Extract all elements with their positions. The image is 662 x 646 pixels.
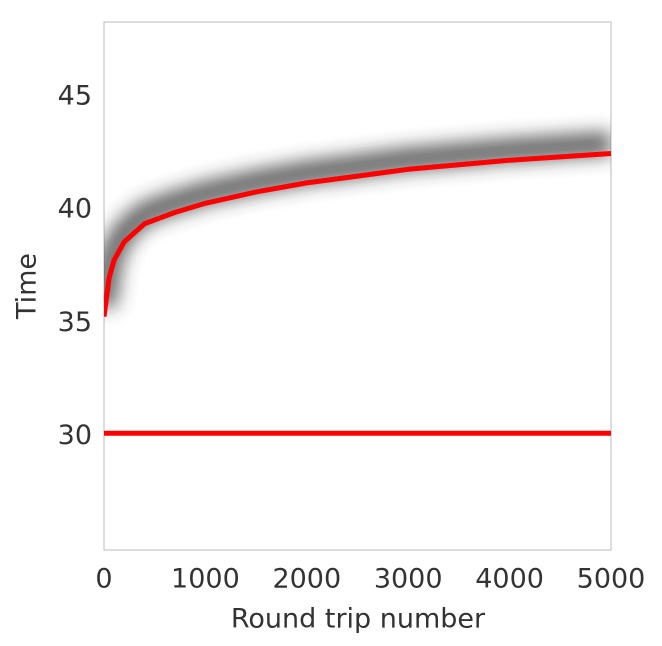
y-tick-label: 40 — [58, 194, 92, 225]
x-tick-label: 5000 — [577, 564, 646, 595]
x-tick-label: 4000 — [475, 564, 544, 595]
x-tick-label: 1000 — [171, 564, 240, 595]
y-tick-label: 35 — [58, 307, 92, 338]
plot-layer — [104, 131, 611, 436]
line — [104, 150, 611, 317]
x-axis-label: Round trip number — [231, 604, 486, 635]
x-tick-label: 2000 — [272, 564, 341, 595]
x-tick-label: 3000 — [374, 564, 443, 595]
x-tick-label: 0 — [95, 564, 112, 595]
y-axis-label: Time — [12, 253, 43, 320]
plot-area — [103, 21, 612, 551]
y-tick-label: 45 — [58, 80, 92, 111]
density-band — [104, 131, 611, 309]
y-tick-label: 30 — [58, 420, 92, 451]
